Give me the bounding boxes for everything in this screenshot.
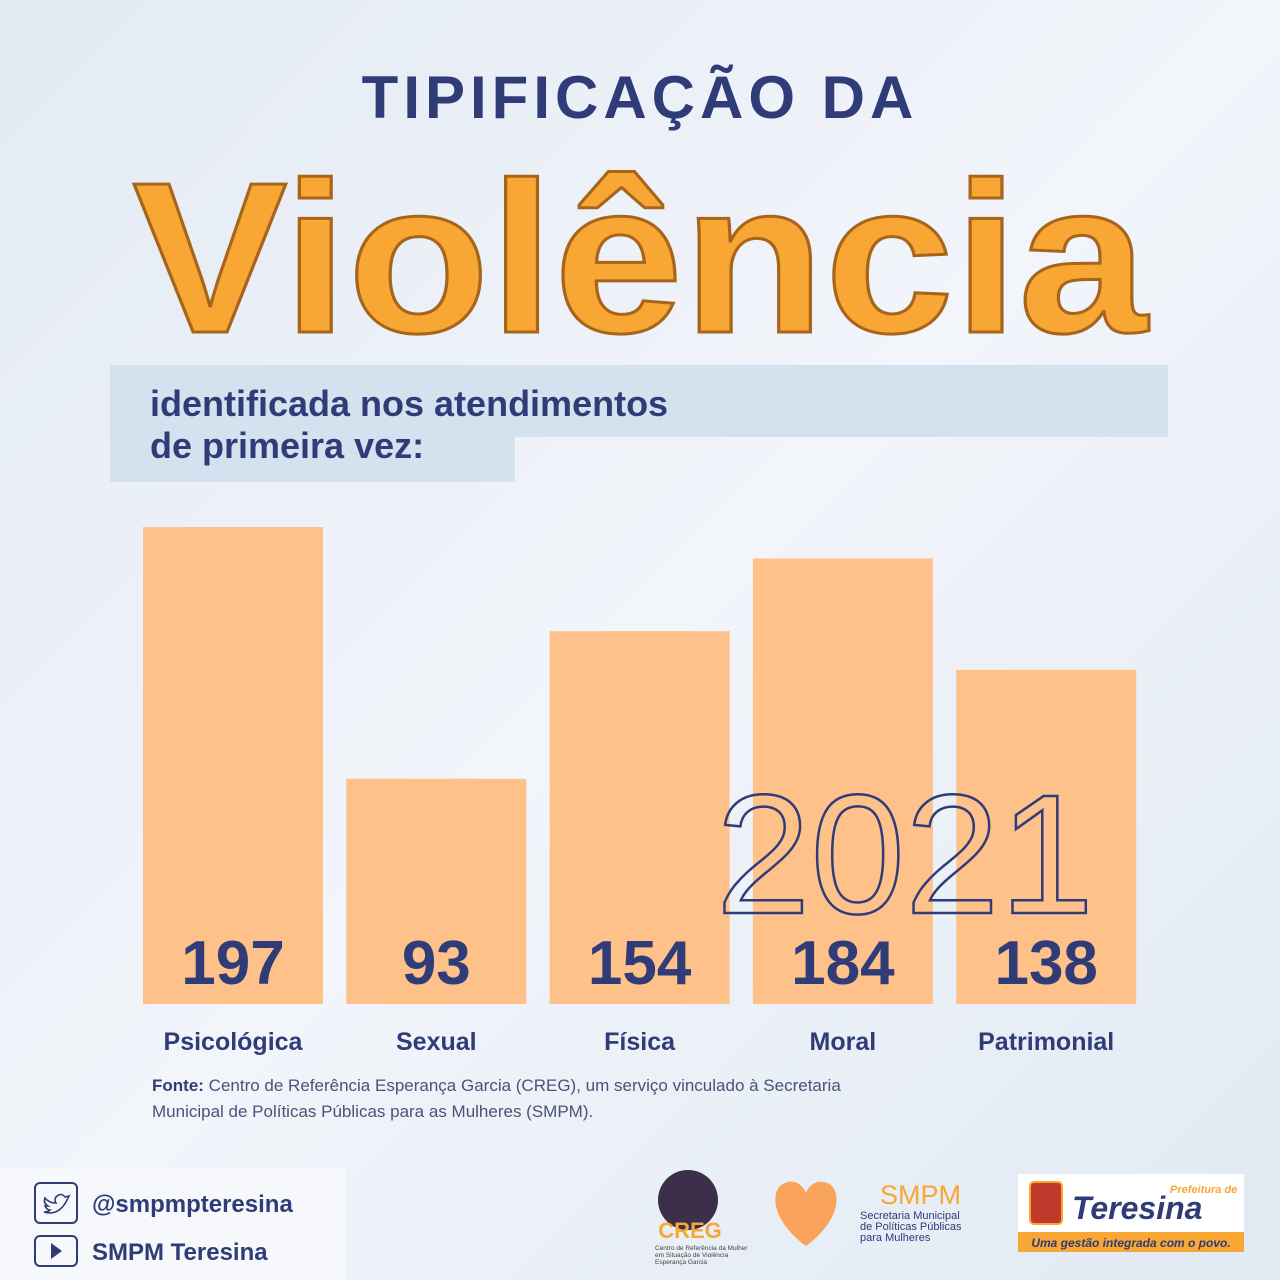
bar <box>346 778 527 1004</box>
bar <box>549 631 730 1004</box>
value-label: 138 <box>994 929 1097 998</box>
youtube-channel: SMPM Teresina <box>92 1239 268 1266</box>
source: Fonte: Centro de Referência Esperança Ga… <box>152 1076 841 1095</box>
value-label: 184 <box>791 929 895 998</box>
twitter-handle: @smpmpteresina <box>92 1191 293 1218</box>
smpm-description: para Mulheres <box>860 1232 931 1244</box>
creg-description: Centro de Referência da Mulher <box>655 1245 748 1252</box>
youtube-play <box>51 1243 62 1259</box>
source-text: Centro de Referência Esperança Garcia (C… <box>209 1076 842 1095</box>
prefeitura-slogan: Uma gestão integrada com o povo. <box>1031 1236 1230 1250</box>
category-label: Física <box>604 1028 676 1056</box>
year-label: 2021 <box>716 760 1094 950</box>
coat-of-arms <box>1029 1181 1063 1225</box>
value-label: 154 <box>588 929 692 998</box>
creg-name: CREG <box>658 1218 722 1243</box>
creg-logo <box>658 1170 718 1230</box>
youtube-icon <box>34 1235 78 1267</box>
prefeitura-name: Teresina <box>1072 1190 1202 1226</box>
subtitle-box <box>110 365 1168 437</box>
category-label: Patrimonial <box>978 1028 1114 1056</box>
bar <box>143 527 323 1004</box>
smpm-name: SMPM <box>880 1180 961 1210</box>
bar <box>752 558 933 1004</box>
subtitle: identificada nos atendimentos <box>150 383 668 424</box>
smpm-description: Secretaria Municipal <box>860 1210 960 1222</box>
twitter-bird <box>43 1193 71 1214</box>
prefeitura-band <box>1018 1232 1244 1252</box>
smpm-description: de Políticas Públicas <box>860 1221 962 1233</box>
title: TIPIFICAÇÃO DA <box>362 64 919 131</box>
bar <box>956 669 1137 1004</box>
value-label: 197 <box>181 929 284 998</box>
subtitle-box <box>110 437 515 482</box>
source-text: Municipal de Políticas Públicas para as … <box>152 1102 593 1121</box>
source-label: Fonte: <box>152 1076 204 1095</box>
value-label: 93 <box>402 929 471 998</box>
creg-description: Esperança Garcia <box>655 1259 707 1266</box>
category-label: Psicológica <box>164 1028 304 1056</box>
twitter-icon <box>34 1182 78 1224</box>
title-highlight: Violência <box>133 137 1150 378</box>
category-label: Moral <box>810 1028 877 1056</box>
subtitle: de primeira vez: <box>150 425 424 466</box>
creg-description: em Situação de Violência <box>655 1252 729 1259</box>
prefeitura-prefix: Prefeitura de <box>1170 1184 1237 1196</box>
category-label: Sexual <box>396 1028 477 1056</box>
bar-chart: 197 Psicológica 93 Sexual 154 Física 184 Moral 1… <box>143 527 1137 1056</box>
heart-icon <box>775 1181 837 1246</box>
